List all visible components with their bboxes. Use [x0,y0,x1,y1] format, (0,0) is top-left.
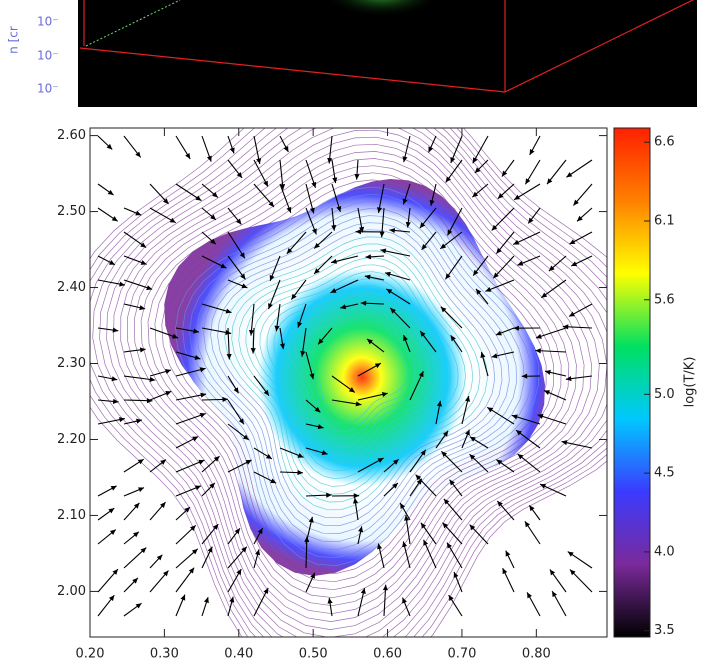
colorbar-tick-label: 4.5 [654,466,675,481]
colorbar-tick-label: 6.6 [654,135,675,150]
arrow-head [446,176,451,182]
y-tick-label: 2.40 [57,280,86,295]
tick-label: 10⁻ [37,49,59,63]
arrow-head [328,598,333,604]
arrow-head [536,334,542,339]
arrow-head [108,190,114,195]
colorbar [614,128,650,637]
x-tick-label: 0.40 [224,647,253,662]
arrow-head [136,603,142,608]
x-tick-label: 0.70 [447,647,476,662]
colorbar-tick-label: 3.5 [654,623,675,638]
arrow-head [150,377,156,382]
arrow-head [204,597,209,603]
plot-area [65,72,660,664]
arrow-head [108,508,114,513]
x-tick-label: 0.20 [76,647,105,662]
tick-label: 10⁻ [37,15,59,29]
arrow-head [112,216,118,221]
arrow-head [230,147,235,153]
arrow-head [383,585,388,591]
colorbar-tick-label: 5.6 [654,292,675,307]
arrow-head [112,376,118,381]
y-tick-label: 2.60 [57,128,86,143]
arrow-head [402,541,407,547]
arrow-head [119,282,125,287]
y-tick-label: 2.10 [57,508,86,523]
tick-label: 10⁻ [37,82,59,96]
top-panel: n [cr 10⁻ 10⁻ 10⁻ [7,0,698,107]
y-tick-label: 2.50 [57,204,86,219]
arrow-head [402,156,407,162]
x-tick-label: 0.30 [150,647,179,662]
x-tick-label: 0.60 [373,647,402,662]
temperature-field [164,179,545,576]
arrow-head [550,569,555,575]
arrow-head [141,260,147,265]
arrow-head [311,182,316,188]
arrow-head [562,440,568,445]
colorbar-tick-label: 6.1 [654,213,675,228]
y-tick-label: 2.30 [57,356,86,371]
arrow-head [449,595,454,601]
arrow-head [529,505,534,511]
figure: n [cr 10⁻ 10⁻ 10⁻ log(T/K) 3.5 4.0 4.5 5.0 5… [0,0,702,664]
y-label: n [cr [7,26,21,54]
arrow-head [146,285,152,290]
arrow-head [541,292,547,297]
arrow-head [525,521,530,527]
colorbar-label: log(T/K) [683,357,698,408]
arrow-head [119,417,125,422]
y-tick-label: 2.00 [57,584,86,599]
y-tick-label: 2.20 [57,432,86,447]
arrow-head [113,328,119,333]
arrow-head [189,568,194,574]
arrow-head [502,171,507,177]
x-tick-label: 0.50 [299,647,328,662]
arrow-head [566,172,572,177]
arrow-head [568,552,574,557]
x-tick-label: 0.80 [522,647,551,662]
arrow-head [354,174,359,180]
colorbar-tick-label: 4.0 [654,544,675,559]
colorbar-tick-label: 5.0 [654,387,675,402]
